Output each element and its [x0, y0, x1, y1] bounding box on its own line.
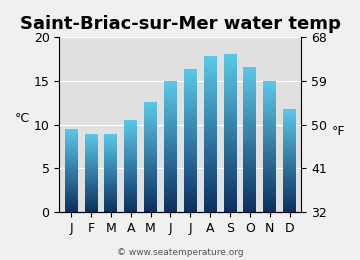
Y-axis label: °F: °F — [332, 125, 345, 138]
Title: Saint-Briac-sur-Mer water temp: Saint-Briac-sur-Mer water temp — [20, 15, 341, 33]
Text: © www.seatemperature.org: © www.seatemperature.org — [117, 248, 243, 257]
Y-axis label: °C: °C — [15, 112, 30, 125]
